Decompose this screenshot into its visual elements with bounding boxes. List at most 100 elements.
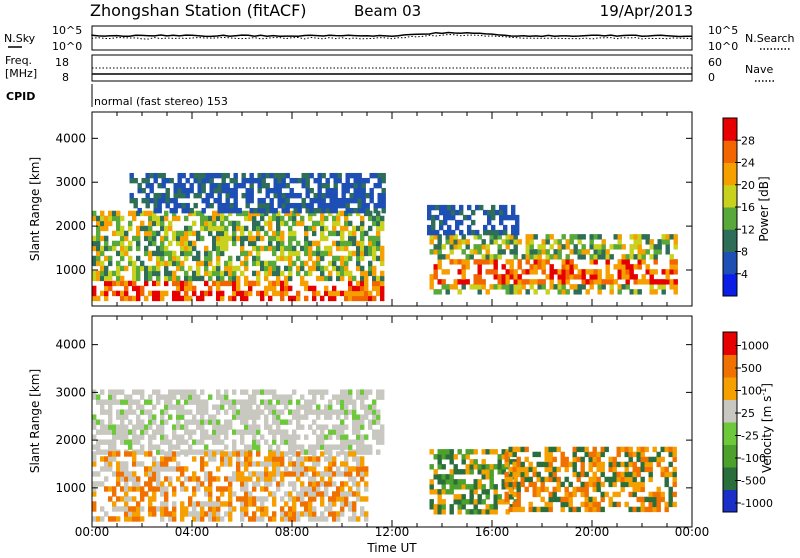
velocity-echo-cell (260, 389, 265, 395)
power-echo-cell (431, 219, 436, 226)
power-echo-cell (184, 240, 189, 247)
velocity-echo-cell (180, 501, 185, 507)
power-echo-cell (212, 240, 217, 247)
velocity-echo-cell (208, 456, 213, 462)
power-echo-cell (268, 265, 273, 272)
power-echo-cell (225, 187, 230, 194)
velocity-echo-cell (360, 419, 365, 425)
power-echo-cell (515, 229, 520, 236)
power-echo-cell (276, 220, 281, 227)
power-echo-cell (288, 215, 293, 222)
velocity-echo-cell (268, 429, 273, 435)
power-echo-cell (348, 295, 353, 302)
velocity-echo-cell (208, 481, 213, 487)
power-echo-cell (92, 295, 97, 302)
power-echo-cell (368, 225, 373, 232)
velocity-echo-cell (344, 501, 349, 507)
power-echo-cell (505, 244, 510, 250)
power-echo-cell (372, 215, 377, 222)
power-echo-cell (172, 215, 177, 222)
power-echo-cell (252, 210, 257, 217)
power-echo-cell (216, 230, 221, 237)
velocity-echo-cell (612, 501, 617, 508)
power-echo-cell (224, 240, 229, 247)
power-echo-cell (605, 259, 610, 265)
power-echo-cell (164, 235, 169, 242)
power-echo-cell (380, 270, 385, 277)
velocity-echo-cell (204, 444, 209, 450)
velocity-echo-cell (196, 409, 201, 415)
velocity-echo-cell (505, 509, 510, 515)
power-echo-cell (380, 255, 385, 262)
velocity-echo-cell (208, 419, 213, 425)
power-echo-cell (312, 260, 317, 267)
velocity-echo-cell (656, 491, 661, 498)
power-echo-cell (491, 229, 496, 236)
power-echo-cell (541, 249, 546, 255)
velocity-echo-cell (160, 409, 165, 415)
velocity-echo-cell (168, 414, 173, 420)
power-echo-cell (268, 270, 273, 277)
power-echo-cell (577, 269, 582, 275)
power-echo-cell (573, 234, 578, 240)
power-echo-cell (593, 279, 598, 285)
power-echo-cell (629, 244, 634, 250)
power-echo-cell (177, 187, 182, 194)
power-echo-cell (233, 172, 238, 179)
power-echo-cell (609, 284, 614, 290)
power-echo-cell (189, 182, 194, 189)
velocity-echo-cell (580, 456, 585, 463)
velocity-echo-cell (272, 414, 277, 420)
power-echo-cell (589, 259, 594, 265)
velocity-ylabel: Slant Range [km] (28, 369, 42, 473)
velocity-echo-cell (300, 444, 305, 450)
velocity-echo-cell (524, 446, 529, 453)
power-echo-cell (228, 275, 233, 282)
velocity-echo-cell (364, 434, 369, 440)
velocity-echo-cell (248, 461, 253, 467)
power-echo-cell (292, 245, 297, 252)
power-echo-cell (268, 235, 273, 242)
power-echo-cell (96, 240, 101, 247)
power-echo-cell (288, 265, 293, 272)
power-echo-cell (96, 295, 101, 302)
velocity-echo-layer (92, 389, 677, 522)
power-echo-cell (197, 182, 202, 189)
power-echo-cell (288, 285, 293, 292)
nsky-trace (91, 31, 692, 38)
velocity-echo-cell (320, 481, 325, 487)
velocity-echo-cell (348, 516, 353, 522)
power-echo-cell (252, 240, 257, 247)
power-echo-cell (132, 280, 137, 287)
power-echo-cell (337, 202, 342, 209)
velocity-echo-cell (445, 474, 450, 480)
velocity-echo-cell (612, 466, 617, 473)
power-echo-cell (108, 280, 113, 287)
power-echo-cell (160, 215, 165, 222)
power-echo-cell (220, 270, 225, 277)
power-echo-cell (149, 187, 154, 194)
power-echo-cell (629, 254, 634, 260)
velocity-ytick-label: 3000 (55, 385, 86, 399)
power-echo-cell (181, 172, 186, 179)
power-echo-cell (144, 275, 149, 282)
velocity-echo-cell (449, 484, 454, 490)
power-echo-cell (427, 224, 432, 231)
velocity-echo-cell (316, 424, 321, 430)
velocity-echo-cell (348, 506, 353, 512)
power-echo-cell (657, 249, 662, 255)
power-echo-cell (129, 192, 134, 199)
velocity-echo-cell (672, 501, 677, 508)
power-echo-cell (276, 275, 281, 282)
power-echo-cell (589, 269, 594, 275)
velocity-echo-cell (168, 439, 173, 445)
velocity-echo-cell (368, 404, 373, 410)
velocity-echo-cell (140, 444, 145, 450)
power-echo-cell (224, 245, 229, 252)
power-echo-cell (481, 244, 486, 250)
power-echo-cell (489, 254, 494, 260)
power-echo-cell (601, 254, 606, 260)
velocity-echo-cell (108, 429, 113, 435)
power-echo-cell (485, 244, 490, 250)
power-echo-cell (601, 244, 606, 250)
